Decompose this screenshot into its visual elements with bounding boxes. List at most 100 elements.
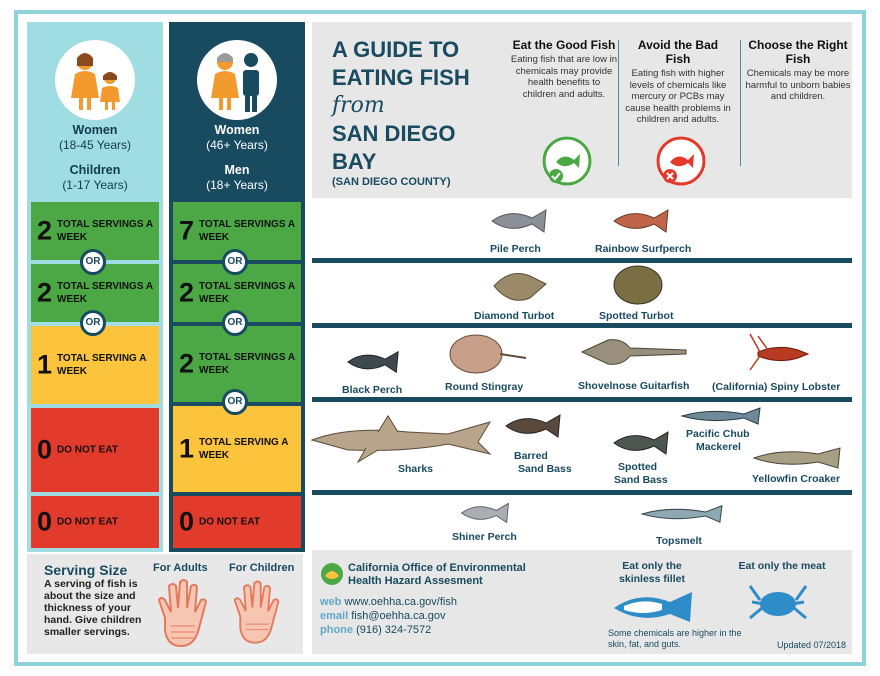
column-women-children: Women (18-45 Years) Children (1-17 Years… — [27, 22, 163, 552]
shark-icon — [310, 415, 492, 464]
good-fish-badge — [542, 136, 592, 186]
divider — [618, 40, 619, 166]
group2-age2: (18+ Years) — [206, 178, 268, 192]
for-adults-label: For Adults — [153, 562, 208, 574]
group1-title: Women — [72, 123, 118, 137]
fish-label: (California) Spiny Lobster — [712, 381, 841, 393]
pile-perch-icon — [491, 209, 547, 233]
serving-size-text: A serving of fish is about the size and … — [44, 578, 142, 638]
group1-age: (18-45 Years) — [58, 138, 132, 152]
group1-age2: (1-17 Years) — [62, 178, 128, 192]
web-contact: web www.oehha.ca.gov/fish — [320, 596, 457, 608]
or-badge: OR — [222, 310, 248, 336]
row-divider — [312, 323, 852, 328]
column-women-men: Women (46+ Years) Men (18+ Years) 7 TOTA… — [169, 22, 305, 552]
group2-label: Women (46+ Years) Men (18+ Years) — [169, 123, 305, 193]
group2-title: Women — [214, 123, 260, 137]
skin-note: Some chemicals are higher in the skin, f… — [608, 628, 742, 649]
pacific-chub-mackerel-icon — [680, 407, 761, 425]
serving-size-title: Serving Size — [44, 562, 128, 578]
topsmelt-icon — [640, 505, 723, 523]
servings-number: 0 — [179, 506, 195, 537]
servings-number: 2 — [37, 215, 53, 246]
servings-label: DO NOT EAT — [57, 444, 118, 456]
fish-label-line2: Mackerel — [696, 441, 741, 453]
servings-number: 7 — [179, 215, 195, 246]
title-line: EATING FISH — [332, 65, 470, 90]
col1-row1: 2 TOTAL SERVINGS A WEEK — [31, 202, 159, 260]
fish-label: Round Stingray — [445, 381, 524, 393]
col2-row5: 0 DO NOT EAT — [173, 496, 301, 548]
or-badge: OR — [222, 389, 248, 415]
servings-label: TOTAL SERVINGS A WEEK — [199, 352, 295, 376]
servings-number: 2 — [179, 277, 195, 308]
or-badge: OR — [80, 310, 106, 336]
title-line: A GUIDE TO — [332, 37, 460, 62]
fish-label: Topsmelt — [656, 535, 702, 547]
woman-man-icon — [211, 53, 259, 112]
spiny-lobster-icon — [749, 333, 810, 371]
fish-label: Rainbow Surfperch — [595, 243, 692, 255]
right-fish-column: Choose the Right Fish Chemicals may be m… — [744, 38, 852, 103]
phone-number: (916) 324-7572 — [356, 624, 432, 636]
servings-label: TOTAL SERVINGS A WEEK — [57, 281, 153, 305]
phone-contact: phone (916) 324-7572 — [320, 624, 431, 636]
servings-label: TOTAL SERVING A WEEK — [199, 437, 289, 461]
email-contact: email fish@oehha.ca.gov — [320, 610, 446, 622]
county-label: (SAN DIEGO COUNTY) — [332, 176, 451, 188]
bad-fish-text: Eating fish with higher levels of chemic… — [625, 68, 731, 125]
servings-number: 1 — [37, 349, 53, 380]
fish-label-line1: Spotted — [618, 461, 658, 473]
bad-fish-badge — [656, 136, 706, 186]
web-link[interactable]: www.oehha.ca.gov/fish — [344, 596, 457, 608]
title-line: SAN DIEGO — [332, 121, 456, 146]
servings-number: 2 — [37, 277, 53, 308]
fish-label: Sharks — [398, 463, 434, 475]
spotted-sand-bass-icon — [613, 431, 669, 455]
fish-label: Diamond Turbot — [474, 310, 555, 322]
fish-label: Pile Perch — [490, 243, 541, 255]
bad-fish-x-icon — [656, 136, 706, 186]
col2-row4: 1 TOTAL SERVING A WEEK — [173, 406, 301, 492]
diamond-turbot-icon — [493, 273, 547, 301]
title-from: from — [332, 93, 385, 118]
shovelnose-guitarfish-icon — [580, 339, 687, 365]
email-label: email — [320, 610, 349, 622]
col1-row3: 1 TOTAL SERVING A WEEK — [31, 326, 159, 404]
women-men-avatar — [197, 40, 277, 120]
servings-label: DO NOT EAT — [57, 516, 118, 528]
servings-number: 0 — [37, 506, 53, 537]
crab-icon — [748, 585, 808, 620]
fish-label: Black Perch — [342, 384, 403, 396]
for-children-label: For Children — [229, 562, 295, 574]
servings-label: DO NOT EAT — [199, 516, 260, 528]
barred-sand-bass-icon — [505, 414, 561, 438]
fish-label: Spotted Turbot — [599, 310, 674, 322]
phone-label: phone — [320, 624, 353, 636]
divider — [740, 40, 741, 166]
servings-number: 1 — [179, 433, 195, 464]
fish-label-line1: Pacific Chub — [686, 428, 750, 440]
group2-title2: Men — [224, 163, 250, 177]
org-name: California Office of Environmental Healt… — [348, 562, 526, 587]
row-divider — [312, 397, 852, 402]
title-line: BAY — [332, 149, 377, 174]
row-divider — [312, 258, 852, 263]
round-stingray-icon — [449, 334, 527, 374]
group2-age: (46+ Years) — [206, 138, 268, 152]
updated-date: Updated 07/2018 — [776, 640, 846, 650]
col1-row4: 0 DO NOT EAT — [31, 408, 159, 492]
email-link[interactable]: fish@oehha.ca.gov — [351, 610, 446, 622]
tip-meat-only: Eat only the meat — [738, 560, 826, 572]
page-title: A GUIDE TO EATING FISH from SAN DIEGO BA… — [332, 36, 470, 176]
good-fish-column: Eat the Good Fish Eating fish that are l… — [510, 38, 618, 100]
col1-row5: 0 DO NOT EAT — [31, 496, 159, 548]
servings-number: 2 — [179, 348, 195, 379]
adult-hand-icon — [157, 579, 208, 648]
black-perch-icon — [347, 350, 399, 374]
rainbow-surfperch-icon — [613, 209, 669, 233]
fish-label-line2: Sand Bass — [614, 474, 668, 486]
serving-size-panel: Serving Size A serving of fish is about … — [27, 554, 303, 654]
servings-number: 0 — [37, 434, 53, 465]
tip-skinless-fillet: Eat only the skinless fillet — [619, 560, 685, 585]
